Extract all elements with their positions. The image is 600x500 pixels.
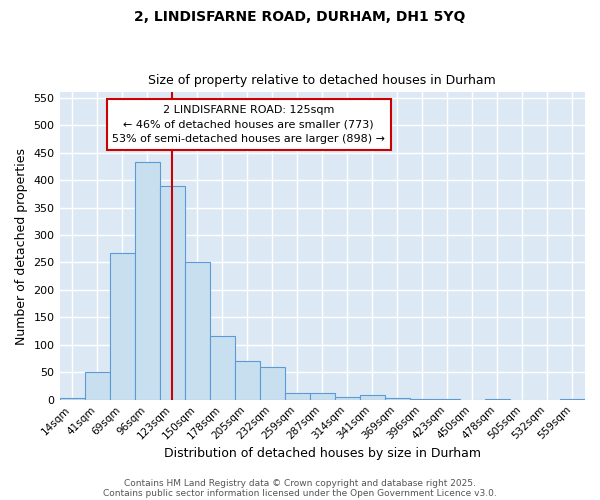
Title: Size of property relative to detached houses in Durham: Size of property relative to detached ho… (148, 74, 496, 87)
Bar (435, 399, 460, 400)
Bar (85, 372, 110, 400)
Text: Contains public sector information licensed under the Open Government Licence v3: Contains public sector information licen… (103, 488, 497, 498)
Bar (235, 362, 260, 400)
Bar (310, 392, 335, 400)
Bar (185, 262, 209, 400)
Bar (410, 398, 435, 400)
Bar (335, 397, 360, 400)
Bar (59, 398, 85, 400)
Bar (560, 398, 585, 400)
Text: Contains HM Land Registry data © Crown copyright and database right 2025.: Contains HM Land Registry data © Crown c… (124, 478, 476, 488)
Y-axis label: Number of detached properties: Number of detached properties (15, 148, 28, 344)
Bar (485, 399, 510, 400)
Text: 2 LINDISFARNE ROAD: 125sqm
← 46% of detached houses are smaller (773)
53% of sem: 2 LINDISFARNE ROAD: 125sqm ← 46% of deta… (112, 104, 385, 144)
Bar (385, 398, 410, 400)
Text: 2, LINDISFARNE ROAD, DURHAM, DH1 5YQ: 2, LINDISFARNE ROAD, DURHAM, DH1 5YQ (134, 10, 466, 24)
Bar (360, 396, 385, 400)
Bar (209, 336, 235, 400)
Bar (160, 186, 185, 400)
Bar (134, 162, 160, 400)
X-axis label: Distribution of detached houses by size in Durham: Distribution of detached houses by size … (164, 447, 481, 460)
Bar (260, 367, 285, 400)
Bar (285, 392, 310, 400)
Bar (110, 252, 134, 400)
